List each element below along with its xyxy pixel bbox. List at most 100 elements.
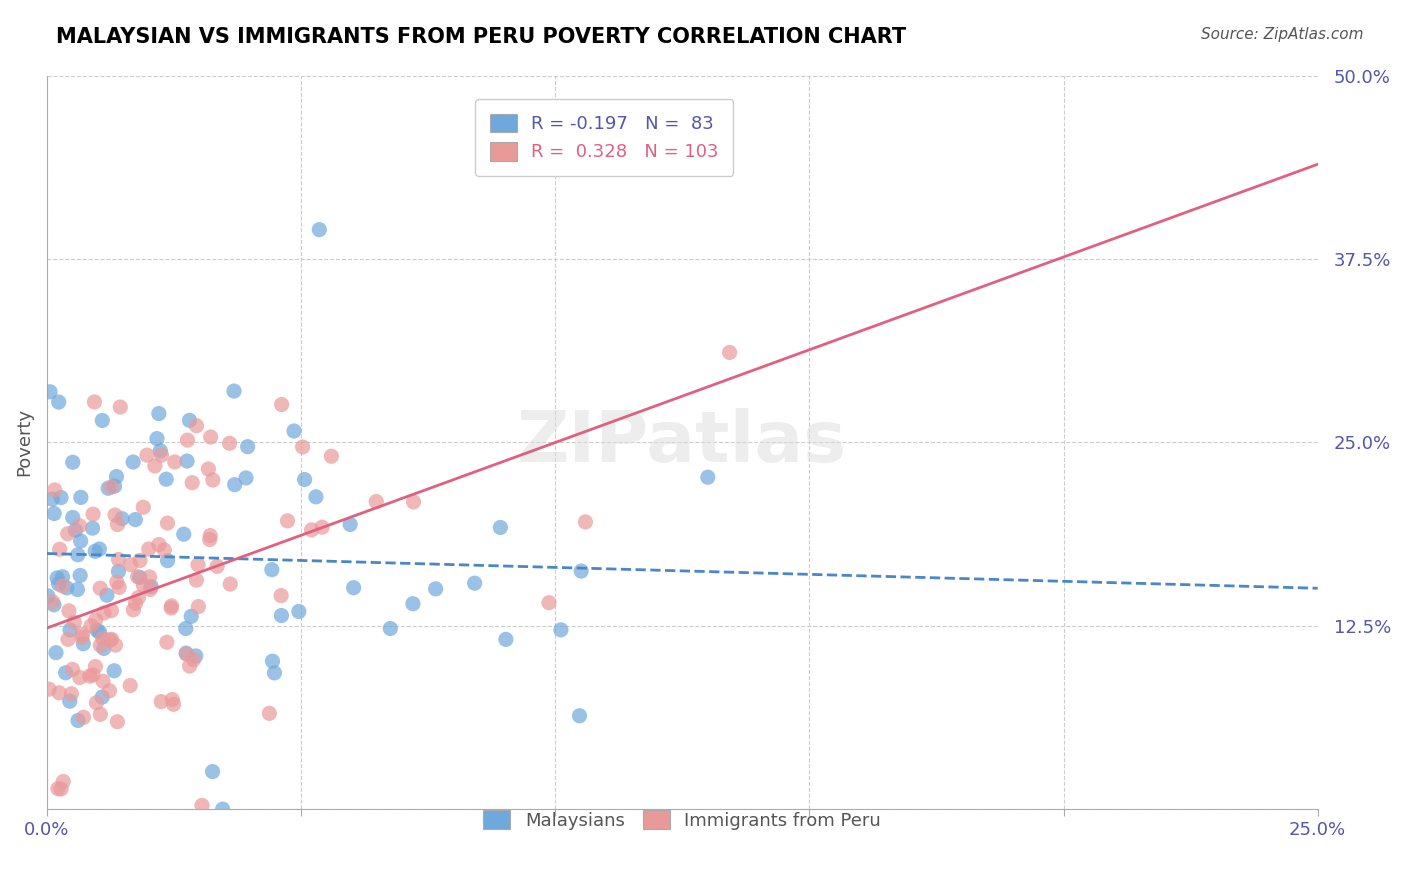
Point [301,523,323,537]
Point [72,710,94,724]
Point [173,527,195,541]
Point [62,662,84,676]
Point [174,646,197,660]
Point [150,448,173,462]
Point [366,494,388,508]
Point [46,781,69,796]
Point [105,575,128,590]
Point [305,490,328,504]
Point [62,510,84,524]
Point [200,528,222,542]
Point [162,692,184,706]
Point [550,623,572,637]
Point [136,448,159,462]
Point [139,582,162,597]
Point [89,639,111,653]
Point [67,714,90,728]
Point [180,609,202,624]
Point [93,606,115,620]
Point [186,573,208,587]
Point [100,480,122,494]
Point [59,694,82,708]
Point [58,604,80,618]
Point [69,518,91,533]
Point [72,627,94,641]
Point [156,635,179,649]
Point [48,395,70,409]
Text: ZIPatlas: ZIPatlas [517,408,848,477]
Point [187,558,209,572]
Point [65,523,87,537]
Point [179,659,201,673]
Point [42,598,65,612]
Point [270,589,292,603]
Point [200,430,222,444]
Point [66,582,89,597]
Point [91,674,114,689]
Point [37,589,59,603]
Point [52,774,75,789]
Point [163,455,186,469]
Point [696,470,718,484]
Point [138,570,160,584]
Point [105,469,128,483]
Point [38,682,60,697]
Point [89,707,111,722]
Text: MALAYSIAN VS IMMIGRANTS FROM PERU POVERTY CORRELATION CHART: MALAYSIAN VS IMMIGRANTS FROM PERU POVERT… [56,27,907,46]
Point [82,507,104,521]
Point [56,526,79,541]
Point [39,384,62,399]
Point [83,395,105,409]
Point [186,418,208,433]
Point [276,514,298,528]
Point [45,646,67,660]
Point [96,588,118,602]
Point [89,625,111,640]
Point [108,580,131,594]
Text: Source: ZipAtlas.com: Source: ZipAtlas.com [1201,27,1364,42]
Point [60,687,83,701]
Point [308,222,330,236]
Point [201,764,224,779]
Point [148,407,170,421]
Point [41,492,63,507]
Point [56,632,79,647]
Point [69,533,91,548]
Point [48,542,70,557]
Point [143,458,166,473]
Point [183,653,205,667]
Point [104,508,127,522]
Point [149,443,172,458]
Point [174,622,197,636]
Point [146,432,169,446]
Point [124,596,146,610]
Point [66,548,89,562]
Point [402,597,425,611]
Point [222,384,245,398]
Point [224,477,246,491]
Point [55,581,77,595]
Point [62,455,84,469]
Point [311,520,333,534]
Point [84,613,107,627]
Point [46,571,69,585]
Point [139,580,162,594]
Point [260,563,283,577]
Point [69,568,91,582]
Point [127,570,149,584]
Point [283,424,305,438]
Point [156,554,179,568]
Point [72,637,94,651]
Point [342,581,364,595]
Point [291,440,314,454]
Point [69,671,91,685]
Point [262,654,284,668]
Point [489,520,512,534]
Point [568,708,591,723]
Point [110,400,132,414]
Point [105,714,128,729]
Point [97,481,120,495]
Point [48,686,70,700]
Point [44,507,66,521]
Legend: Malaysians, Immigrants from Peru: Malaysians, Immigrants from Peru [470,796,896,844]
